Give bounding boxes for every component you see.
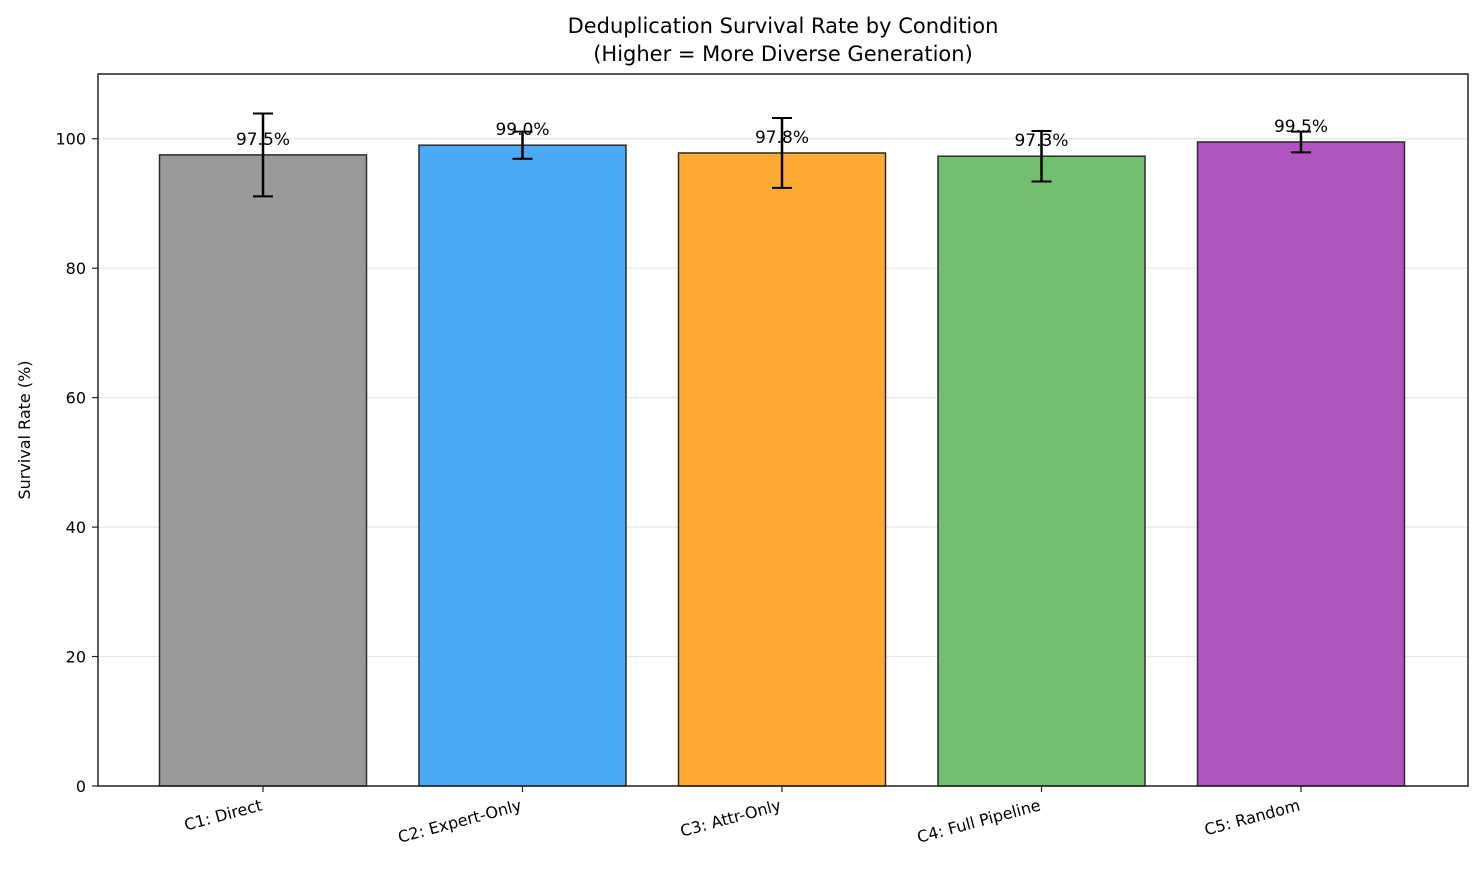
data-label: 97.3% <box>1014 131 1068 151</box>
chart-subtitle: (Higher = More Diverse Generation) <box>593 42 973 66</box>
y-tick-label: 20 <box>66 648 86 667</box>
x-tick-label: C5: Random <box>1202 796 1302 840</box>
x-axis: C1: Direct C2: Expert-Only C3: Attr-Only C4… <box>182 786 1302 847</box>
x-tick-label: C1: Direct <box>182 796 264 835</box>
plot-frame <box>97 73 1469 787</box>
error-bar <box>1291 130 1311 154</box>
data-labels: 97.5% 99.0% 97.8% 97.3% 99.5% <box>236 117 1328 151</box>
y-tick-label: 40 <box>66 518 86 537</box>
x-tick-label: C2: Expert-Only <box>396 796 524 847</box>
y-tick-label: 80 <box>66 259 86 278</box>
x-tick-label: C3: Attr-Only <box>678 796 783 841</box>
bar <box>418 144 627 787</box>
bar <box>677 152 887 787</box>
error-bar <box>512 130 533 160</box>
chart-title: Deduplication Survival Rate by Condition <box>568 14 999 38</box>
bar <box>1196 141 1406 787</box>
y-tick-label: 60 <box>66 389 86 408</box>
y-tick-label: 0 <box>76 777 86 796</box>
x-tick-label: C4: Full Pipeline <box>915 796 1042 847</box>
y-tick-label: 100 <box>55 130 86 149</box>
data-label: 99.0% <box>495 120 549 140</box>
data-label: 97.5% <box>236 130 290 150</box>
bars <box>158 141 1406 787</box>
error-bar <box>772 117 792 189</box>
y-axis: 0 20 40 60 80 100 <box>55 130 98 796</box>
data-label: 99.5% <box>1274 117 1328 137</box>
error-bar <box>1031 129 1052 183</box>
y-axis-label: Survival Rate (%) <box>15 360 34 499</box>
bar <box>158 154 368 787</box>
data-label: 97.8% <box>755 128 809 148</box>
error-bars <box>253 112 1311 198</box>
error-bar <box>253 112 273 198</box>
bar <box>937 155 1146 787</box>
